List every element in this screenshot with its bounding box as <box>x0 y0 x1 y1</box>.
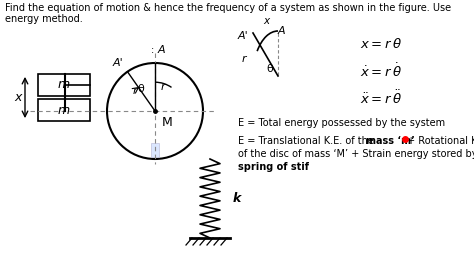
Text: θ: θ <box>137 84 145 94</box>
Text: Find the equation of motion & hence the frequency of a system as shown in the fi: Find the equation of motion & hence the … <box>5 3 451 13</box>
Text: A: A <box>158 45 165 55</box>
Text: A: A <box>278 26 286 36</box>
Text: spring of stif: spring of stif <box>238 162 309 172</box>
Text: r: r <box>133 86 137 96</box>
FancyBboxPatch shape <box>38 99 90 121</box>
Text: m: m <box>58 78 70 92</box>
Text: r: r <box>241 54 246 64</box>
Text: θ: θ <box>266 64 273 74</box>
Text: k: k <box>233 192 241 205</box>
Text: energy method.: energy method. <box>5 14 83 24</box>
FancyBboxPatch shape <box>38 74 90 96</box>
Text: :: : <box>151 45 154 55</box>
Text: m: m <box>58 103 70 117</box>
Text: mass ‘m’: mass ‘m’ <box>366 136 415 146</box>
Text: $\ddot{x} = r\,\ddot{\theta}$: $\ddot{x} = r\,\ddot{\theta}$ <box>360 89 402 107</box>
Text: x: x <box>263 16 269 26</box>
FancyBboxPatch shape <box>151 143 159 157</box>
Text: + Rotational K.E.: + Rotational K.E. <box>404 136 474 146</box>
Text: M: M <box>162 117 173 130</box>
Text: r: r <box>161 82 165 92</box>
Text: A': A' <box>113 58 123 68</box>
Text: $\dot{x} = r\,\dot{\theta}$: $\dot{x} = r\,\dot{\theta}$ <box>360 62 402 80</box>
Text: E = Total energy possessed by the system: E = Total energy possessed by the system <box>238 118 445 128</box>
Text: A': A' <box>237 31 248 41</box>
Text: E = Translational K.E. of the: E = Translational K.E. of the <box>238 136 377 146</box>
Text: of the disc of mass ‘M’ + Strain energy stored by the: of the disc of mass ‘M’ + Strain energy … <box>238 149 474 159</box>
Text: $x = r\,\theta$: $x = r\,\theta$ <box>360 37 402 51</box>
Text: x: x <box>14 91 22 104</box>
